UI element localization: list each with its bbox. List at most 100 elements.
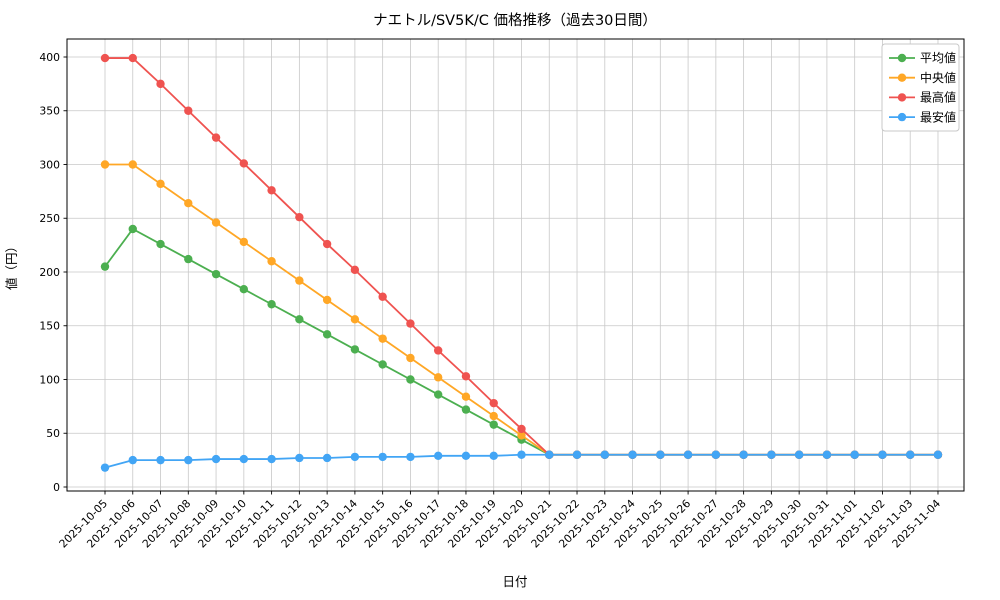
series-point-median <box>461 392 471 401</box>
series-point-median <box>406 353 415 363</box>
series-point-avg <box>378 360 387 369</box>
legend-label-min: 最安値 <box>920 109 956 124</box>
series-point-avg <box>433 390 443 399</box>
series-point-avg <box>128 224 137 234</box>
series-point-min <box>656 450 665 459</box>
series-point-avg <box>295 315 304 324</box>
series-point-median <box>156 179 165 189</box>
series-point-min <box>156 455 165 465</box>
series-point-min <box>239 454 249 464</box>
series-point-avg <box>156 239 165 249</box>
series-point-max <box>184 106 193 115</box>
series-point-median <box>239 237 249 247</box>
series-point-min <box>350 452 360 462</box>
series-point-median <box>184 199 193 208</box>
x-axis-label: 日付 <box>502 574 527 589</box>
series-point-min <box>711 450 721 459</box>
series-point-median <box>433 373 443 382</box>
series-point-min <box>794 450 804 459</box>
gridlines <box>67 39 964 491</box>
series-point-median <box>350 315 360 324</box>
plot-border <box>66 38 965 492</box>
series-point-avg <box>461 405 471 414</box>
y-tick-label: 350 <box>39 105 60 118</box>
y-tick-label: 250 <box>39 212 60 225</box>
series-point-max <box>350 265 360 275</box>
series-point-max <box>378 292 387 301</box>
series-point-avg <box>350 345 360 354</box>
series-point-max <box>406 319 415 328</box>
series-point-max <box>489 398 498 408</box>
series-point-min <box>128 455 137 465</box>
legend-label-avg: 平均値 <box>920 50 956 65</box>
series-point-median <box>100 160 110 169</box>
series-point-min <box>378 452 387 462</box>
series-point-median <box>378 334 387 343</box>
series-point-avg <box>211 269 221 279</box>
series-point-min <box>767 450 776 459</box>
y-tick-label: 200 <box>39 266 60 279</box>
legend-label-median: 中央値 <box>920 70 956 85</box>
series-point-min <box>461 451 471 461</box>
series-point-min <box>184 455 193 465</box>
y-axis-ticks: 0 50 100 150 200 250 300 350 400 <box>39 51 67 494</box>
y-axis-label: 値（円） <box>4 240 19 290</box>
series-point-median <box>489 411 498 421</box>
series-point-avg <box>489 420 498 429</box>
series-point-max <box>295 212 304 222</box>
series-point-min <box>295 453 304 463</box>
y-tick-label: 100 <box>39 373 60 386</box>
series-point-min <box>572 450 582 459</box>
series-point-max <box>239 159 249 168</box>
y-tick-label: 50 <box>46 427 60 440</box>
y-tick-label: 150 <box>39 320 60 333</box>
legend-label-max: 最高値 <box>920 90 956 105</box>
series-point-min <box>211 454 221 464</box>
series-point-min <box>267 454 276 464</box>
legend-marker-max <box>897 93 907 102</box>
series-point-avg <box>406 375 415 384</box>
series-point-min <box>489 451 498 461</box>
series-point-max <box>322 239 332 249</box>
series-point-median <box>211 218 221 227</box>
series-point-min <box>433 451 443 461</box>
series-point-min <box>600 450 609 459</box>
series-point-min <box>933 450 943 459</box>
series-point-min <box>878 450 887 459</box>
legend-marker-avg <box>897 53 907 63</box>
series-point-min <box>906 450 915 459</box>
series-point-avg <box>184 254 193 264</box>
series-point-avg <box>322 330 332 339</box>
series-point-median <box>517 431 526 440</box>
series-point-min <box>628 450 637 459</box>
series-point-max <box>433 346 443 355</box>
series-point-min <box>850 450 859 459</box>
series-point-max <box>156 79 165 89</box>
data-series <box>100 53 943 472</box>
legend-marker-min <box>897 112 907 122</box>
series-point-min <box>739 450 748 459</box>
series-point-max <box>211 133 221 142</box>
series-point-min <box>100 463 110 472</box>
series-point-max <box>267 186 276 195</box>
series-point-min <box>322 453 332 463</box>
series-point-min <box>822 450 832 459</box>
series-point-median <box>128 160 137 169</box>
series-point-min <box>683 450 693 459</box>
series-point-min <box>517 450 526 459</box>
chart-title: ナエトル/SV5K/C 価格推移（過去30日間） <box>373 12 657 29</box>
series-point-max <box>461 372 471 381</box>
series-point-avg <box>239 285 249 294</box>
series-point-max <box>100 53 110 63</box>
series-point-median <box>267 257 276 266</box>
series-point-min <box>406 452 415 462</box>
series-point-max <box>128 53 137 63</box>
y-tick-label: 400 <box>39 51 60 64</box>
series-point-median <box>322 295 332 305</box>
y-tick-label: 0 <box>53 481 60 494</box>
series-point-max <box>517 424 526 434</box>
series-point-avg <box>267 300 276 309</box>
